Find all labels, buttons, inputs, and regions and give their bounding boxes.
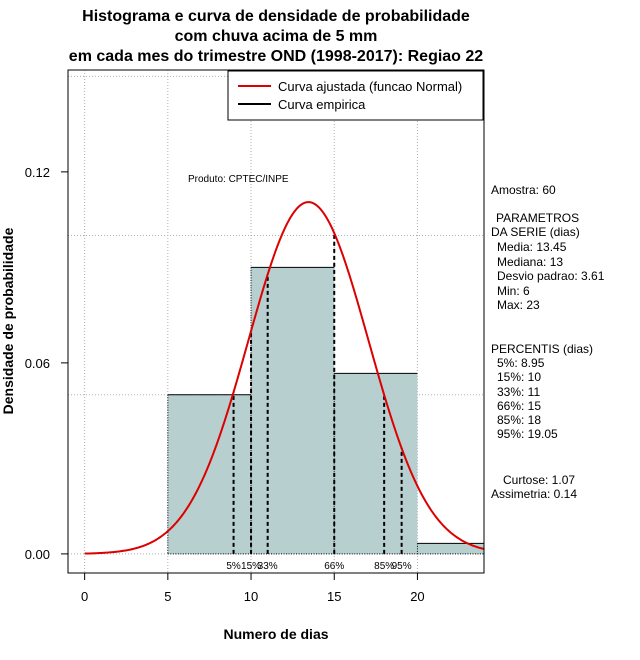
histogram-bar — [417, 543, 484, 554]
histogram-bar — [334, 373, 418, 554]
percentile-label: 5% — [226, 561, 241, 572]
stats-panel: Amostra: 60 PARAMETROS DA SERIE (dias) M… — [491, 183, 605, 501]
histogram-bar — [251, 267, 335, 554]
y-tick-label: 0.06 — [25, 356, 50, 371]
stat-params-header-2: DA SERIE (dias) — [491, 225, 580, 239]
x-tick-label: 15 — [327, 589, 341, 604]
x-tick-label: 20 — [410, 589, 424, 604]
stat-percentile: 85%: 18 — [497, 413, 541, 427]
stat-param: Desvio padrao: 3.61 — [497, 269, 605, 283]
legend: Curva ajustada (funcao Normal) Curva emp… — [227, 70, 484, 121]
legend-label-normal: Curva ajustada (funcao Normal) — [278, 79, 462, 94]
y-axis-label: Densidade de probabilidade — [0, 227, 16, 414]
stat-assimetria: Assimetria: 0.14 — [491, 487, 577, 501]
y-tick-label: 0.12 — [25, 165, 50, 180]
percentile-label: 66% — [324, 561, 344, 572]
stat-percentile: 95%: 19.05 — [497, 427, 558, 441]
percentile-label: 33% — [258, 561, 278, 572]
x-axis: 0 5 10 15 20 — [81, 572, 425, 604]
x-tick-label: 0 — [81, 589, 88, 604]
stat-percentile: 33%: 11 — [497, 385, 540, 399]
product-label: Produto: CPTEC/INPE — [188, 174, 289, 185]
stat-param: Media: 13.45 — [497, 240, 567, 254]
stat-percentile: 66%: 15 — [497, 399, 541, 413]
percentile-label: 15% — [241, 561, 261, 572]
stat-percentile: 5%: 8.95 — [497, 356, 545, 370]
stat-param: Min: 6 — [497, 284, 530, 298]
chart-title-line-2: com chuva acima de 5 mm — [175, 28, 378, 45]
y-axis: 0.00 0.06 0.12 — [25, 165, 69, 562]
stat-sample: Amostra: 60 — [491, 183, 556, 197]
normal-curve — [84, 201, 485, 555]
stat-percentiles-header: PERCENTIS (dias) — [491, 342, 593, 356]
chart-title-line-3: em cada mes do trimestre OND (1998-2017)… — [69, 48, 484, 65]
legend-label-empirical: Curva empirica — [278, 97, 366, 112]
stat-params-header-1: PARAMETROS — [496, 211, 579, 225]
y-tick-label: 0.00 — [25, 547, 50, 562]
stat-param: Mediana: 13 — [497, 255, 563, 269]
stat-curtose: Curtose: 1.07 — [503, 473, 575, 487]
percentile-label: 85% — [374, 561, 394, 572]
x-tick-label: 5 — [164, 589, 171, 604]
histogram-bar — [167, 394, 252, 554]
x-tick-label: 10 — [244, 589, 258, 604]
percentile-label: 95% — [392, 561, 412, 572]
legend-box — [227, 70, 484, 121]
normal-curve-group — [84, 201, 485, 555]
percentile-lines — [232, 233, 403, 554]
stat-percentile: 15%: 10 — [497, 370, 541, 384]
x-axis-label: Numero de dias — [223, 626, 328, 642]
stat-param: Max: 23 — [497, 298, 540, 312]
percentile-labels: 5% 15%33% 66% 85%95% — [226, 561, 411, 572]
chart-title-line-1: Histograma e curva de densidade de proba… — [82, 8, 470, 25]
histogram-bars — [167, 266, 484, 555]
